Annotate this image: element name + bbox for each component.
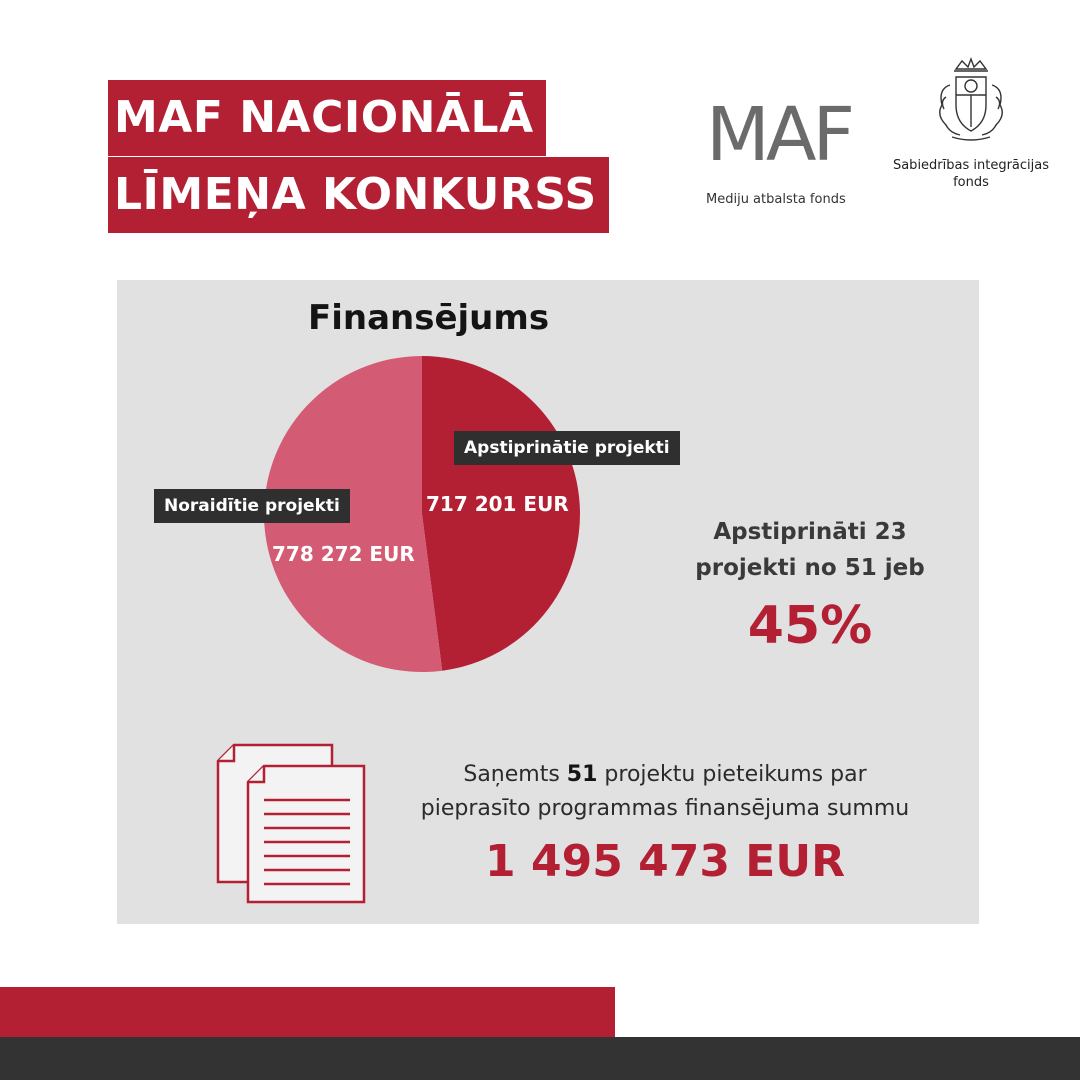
pie-slice-rejected	[263, 356, 443, 672]
slice-label-approved: Apstiprinātie projekti	[454, 431, 680, 465]
summary-line2: pieprasīto programmas finansējuma summu	[420, 796, 910, 821]
approved-stat-line2: projekti no 51 jeb	[695, 555, 925, 581]
slice-label-rejected: Noraidītie projekti	[154, 489, 350, 523]
total-amount: 1 495 473 EUR	[485, 836, 845, 887]
summary-text: Saņemts 51 projektu pieteikums par piepr…	[385, 758, 945, 826]
approved-percent: 45%	[747, 596, 873, 656]
title-line-2: LĪMEŅA KONKURSS	[108, 157, 609, 233]
summary-suffix: projektu pieteikums par	[597, 762, 867, 787]
footer-red-bar	[0, 987, 615, 1037]
chart-title: Finansējums	[308, 298, 550, 338]
approved-stat: Apstiprināti 23 projekti no 51 jeb	[660, 514, 960, 586]
approved-stat-line1: Apstiprināti 23	[713, 519, 907, 545]
sif-name-line1: Sabiedrības integrācijas	[892, 158, 1050, 173]
maf-logo: MAF Mediju atbalsta fonds	[668, 36, 866, 207]
title-line-1: MAF NACIONĀLĀ	[108, 80, 546, 156]
latvian-coat-of-arms-icon	[939, 57, 1003, 141]
summary-prefix: Saņemts	[463, 762, 567, 787]
maf-logo-name: Mediju atbalsta fonds	[706, 192, 846, 207]
sif-logo-name: Sabiedrības integrācijas fonds	[886, 157, 1056, 191]
sif-name-line2: fonds	[953, 175, 989, 190]
summary-count: 51	[566, 762, 598, 787]
footer-dark-bar	[0, 1037, 1080, 1080]
maf-logo-mark: MAF	[706, 92, 855, 178]
documents-icon	[216, 743, 366, 904]
slice-value-rejected: 778 272 EUR	[272, 542, 415, 566]
sif-logo: Sabiedrības integrācijas fonds	[886, 55, 1056, 195]
slice-value-approved: 717 201 EUR	[426, 492, 569, 516]
